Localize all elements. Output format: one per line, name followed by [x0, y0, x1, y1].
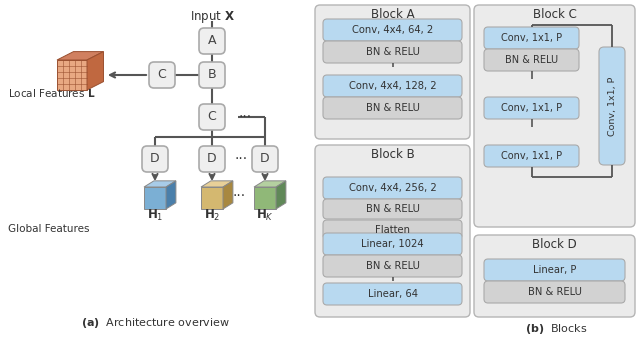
Text: C: C — [207, 111, 216, 123]
Text: BN & RELU: BN & RELU — [365, 204, 419, 214]
Text: Linear, P: Linear, P — [533, 265, 576, 275]
FancyBboxPatch shape — [484, 259, 625, 281]
FancyBboxPatch shape — [199, 28, 225, 54]
Text: $\mathbf{(b)}$  Blocks: $\mathbf{(b)}$ Blocks — [525, 322, 588, 336]
Text: D: D — [150, 153, 160, 165]
Text: BN & RELU: BN & RELU — [365, 261, 419, 271]
FancyBboxPatch shape — [199, 146, 225, 172]
Text: D: D — [207, 153, 217, 165]
Text: Local Features $\mathbf{L}$: Local Features $\mathbf{L}$ — [8, 87, 95, 99]
Text: Block D: Block D — [532, 238, 577, 250]
FancyBboxPatch shape — [323, 233, 462, 255]
FancyBboxPatch shape — [252, 146, 278, 172]
FancyBboxPatch shape — [599, 47, 625, 165]
Text: Linear, 64: Linear, 64 — [367, 289, 417, 299]
Polygon shape — [144, 181, 176, 187]
Text: BN & RELU: BN & RELU — [527, 287, 582, 297]
Text: ···: ··· — [234, 152, 247, 166]
Text: Block C: Block C — [532, 7, 577, 21]
FancyBboxPatch shape — [484, 49, 579, 71]
Text: Input $\mathbf{X}$: Input $\mathbf{X}$ — [189, 9, 234, 25]
Text: ···: ··· — [238, 110, 251, 124]
Text: $\mathbf{H}_2$: $\mathbf{H}_2$ — [204, 208, 220, 222]
Text: ···: ··· — [232, 189, 245, 203]
Text: $\mathbf{H}_1$: $\mathbf{H}_1$ — [147, 208, 163, 222]
Text: Linear, 1024: Linear, 1024 — [361, 239, 424, 249]
FancyBboxPatch shape — [484, 97, 579, 119]
FancyBboxPatch shape — [323, 199, 462, 219]
FancyBboxPatch shape — [323, 220, 462, 239]
Text: Block B: Block B — [371, 148, 414, 160]
Text: $\mathbf{H}_K$: $\mathbf{H}_K$ — [256, 208, 274, 222]
Text: Global Features: Global Features — [8, 224, 90, 234]
Polygon shape — [87, 52, 104, 90]
Text: Conv, 1x1, P: Conv, 1x1, P — [607, 76, 616, 136]
FancyBboxPatch shape — [323, 97, 462, 119]
Text: Conv, 1x1, P: Conv, 1x1, P — [501, 33, 562, 43]
Text: D: D — [260, 153, 270, 165]
Text: Block A: Block A — [371, 7, 414, 21]
Polygon shape — [201, 187, 223, 209]
Polygon shape — [201, 181, 233, 187]
Text: BN & RELU: BN & RELU — [365, 103, 419, 113]
FancyBboxPatch shape — [474, 5, 635, 227]
Text: BN & RELU: BN & RELU — [505, 55, 558, 65]
FancyBboxPatch shape — [149, 62, 175, 88]
Text: Flatten: Flatten — [375, 225, 410, 235]
FancyBboxPatch shape — [484, 145, 579, 167]
Text: $\mathbf{(a)}$  Architecture overview: $\mathbf{(a)}$ Architecture overview — [81, 316, 229, 330]
Polygon shape — [166, 181, 176, 209]
Text: Conv, 4x4, 64, 2: Conv, 4x4, 64, 2 — [352, 25, 433, 35]
FancyBboxPatch shape — [484, 27, 579, 49]
Text: Conv, 4x4, 128, 2: Conv, 4x4, 128, 2 — [349, 81, 436, 91]
FancyBboxPatch shape — [323, 177, 462, 199]
FancyBboxPatch shape — [323, 19, 462, 41]
FancyBboxPatch shape — [315, 145, 470, 317]
FancyBboxPatch shape — [315, 5, 470, 139]
Text: Conv, 1x1, P: Conv, 1x1, P — [501, 103, 562, 113]
Polygon shape — [254, 181, 286, 187]
FancyBboxPatch shape — [323, 283, 462, 305]
FancyBboxPatch shape — [323, 75, 462, 97]
Text: B: B — [208, 68, 216, 82]
FancyBboxPatch shape — [323, 41, 462, 63]
FancyBboxPatch shape — [199, 62, 225, 88]
FancyBboxPatch shape — [199, 104, 225, 130]
FancyBboxPatch shape — [142, 146, 168, 172]
Polygon shape — [276, 181, 286, 209]
Polygon shape — [223, 181, 233, 209]
Polygon shape — [57, 52, 104, 60]
Polygon shape — [254, 187, 276, 209]
Text: A: A — [208, 34, 216, 48]
FancyBboxPatch shape — [323, 255, 462, 277]
Text: C: C — [157, 68, 166, 82]
Text: BN & RELU: BN & RELU — [365, 47, 419, 57]
Polygon shape — [57, 60, 87, 90]
Text: Conv, 1x1, P: Conv, 1x1, P — [501, 151, 562, 161]
FancyBboxPatch shape — [474, 235, 635, 317]
Text: Conv, 4x4, 256, 2: Conv, 4x4, 256, 2 — [349, 183, 436, 193]
FancyBboxPatch shape — [484, 281, 625, 303]
Polygon shape — [144, 187, 166, 209]
